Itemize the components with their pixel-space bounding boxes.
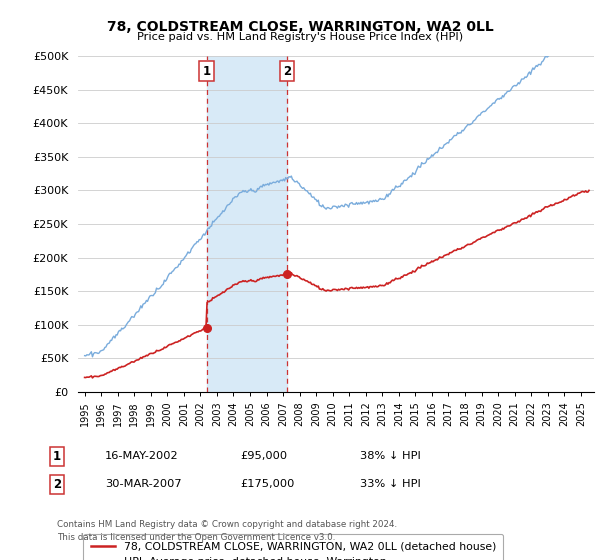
Text: 78, COLDSTREAM CLOSE, WARRINGTON, WA2 0LL: 78, COLDSTREAM CLOSE, WARRINGTON, WA2 0L… — [107, 20, 493, 34]
Text: 2: 2 — [53, 478, 61, 491]
Text: £95,000: £95,000 — [240, 451, 287, 461]
Text: 33% ↓ HPI: 33% ↓ HPI — [360, 479, 421, 489]
Text: 1: 1 — [53, 450, 61, 463]
Text: £175,000: £175,000 — [240, 479, 295, 489]
Text: 38% ↓ HPI: 38% ↓ HPI — [360, 451, 421, 461]
Text: Price paid vs. HM Land Registry's House Price Index (HPI): Price paid vs. HM Land Registry's House … — [137, 32, 463, 43]
Text: 16-MAY-2002: 16-MAY-2002 — [105, 451, 179, 461]
Legend: 78, COLDSTREAM CLOSE, WARRINGTON, WA2 0LL (detached house), HPI: Average price, : 78, COLDSTREAM CLOSE, WARRINGTON, WA2 0L… — [83, 534, 503, 560]
Text: Contains HM Land Registry data © Crown copyright and database right 2024.: Contains HM Land Registry data © Crown c… — [57, 520, 397, 529]
Text: 2: 2 — [283, 65, 291, 78]
Text: 30-MAR-2007: 30-MAR-2007 — [105, 479, 182, 489]
Bar — [206, 56, 287, 392]
Text: This data is licensed under the Open Government Licence v3.0.: This data is licensed under the Open Gov… — [57, 533, 335, 542]
Text: 1: 1 — [202, 65, 211, 78]
